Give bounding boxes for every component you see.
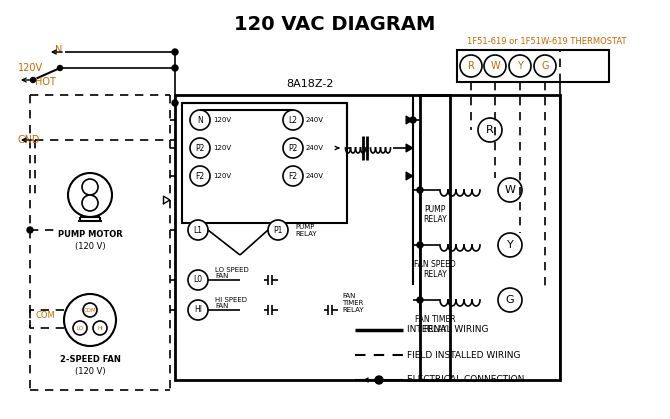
Text: INTERNAL WIRING: INTERNAL WIRING xyxy=(407,326,488,334)
Circle shape xyxy=(283,166,303,186)
Text: 240V: 240V xyxy=(306,117,324,123)
Text: Y: Y xyxy=(517,61,523,71)
Circle shape xyxy=(188,300,208,320)
Circle shape xyxy=(82,179,98,195)
Text: PUMP
RELAY: PUMP RELAY xyxy=(295,223,317,236)
Circle shape xyxy=(188,220,208,240)
Bar xyxy=(182,103,347,223)
Circle shape xyxy=(534,55,556,77)
Text: L1: L1 xyxy=(194,225,202,235)
Circle shape xyxy=(68,173,112,217)
Text: Y: Y xyxy=(507,240,513,250)
Circle shape xyxy=(172,65,178,71)
Circle shape xyxy=(478,118,502,142)
Text: N: N xyxy=(197,116,203,124)
Circle shape xyxy=(460,55,482,77)
Text: 120V: 120V xyxy=(213,173,231,179)
Circle shape xyxy=(73,321,87,335)
Text: F2: F2 xyxy=(289,171,297,181)
Text: COM: COM xyxy=(35,310,55,320)
Text: FIELD INSTALLED WIRING: FIELD INSTALLED WIRING xyxy=(407,351,521,360)
Text: R: R xyxy=(468,61,474,71)
Circle shape xyxy=(83,303,97,317)
Text: L2: L2 xyxy=(289,116,297,124)
Bar xyxy=(420,95,560,380)
Text: P1: P1 xyxy=(273,225,283,235)
Text: 120V: 120V xyxy=(213,145,231,151)
Text: LO: LO xyxy=(76,326,84,331)
Text: L0: L0 xyxy=(194,276,202,285)
Text: G: G xyxy=(541,61,549,71)
Text: ELECTRICAL CONNECTION: ELECTRICAL CONNECTION xyxy=(407,375,525,385)
Polygon shape xyxy=(406,144,413,152)
Text: GND: GND xyxy=(18,135,40,145)
Circle shape xyxy=(64,294,116,346)
Text: R: R xyxy=(486,125,494,135)
Polygon shape xyxy=(406,172,413,180)
Circle shape xyxy=(484,55,506,77)
Circle shape xyxy=(93,321,107,335)
Circle shape xyxy=(172,49,178,55)
Circle shape xyxy=(417,187,423,193)
Text: HI SPEED
FAN: HI SPEED FAN xyxy=(215,297,247,310)
Text: W: W xyxy=(505,185,515,195)
Text: 120V: 120V xyxy=(18,63,43,73)
Text: 120V: 120V xyxy=(213,117,231,123)
Circle shape xyxy=(417,242,423,248)
Text: 120 VAC DIAGRAM: 120 VAC DIAGRAM xyxy=(234,15,436,34)
Circle shape xyxy=(375,376,383,384)
Circle shape xyxy=(417,297,423,303)
Circle shape xyxy=(82,195,98,211)
Text: P2: P2 xyxy=(196,143,205,153)
Circle shape xyxy=(509,55,531,77)
Text: W: W xyxy=(490,61,500,71)
Text: PUMP
RELAY: PUMP RELAY xyxy=(423,205,447,225)
Circle shape xyxy=(190,166,210,186)
Circle shape xyxy=(58,65,62,70)
Text: F2: F2 xyxy=(196,171,204,181)
Text: HOT: HOT xyxy=(35,77,56,87)
Text: HI: HI xyxy=(97,326,103,331)
Circle shape xyxy=(190,138,210,158)
Circle shape xyxy=(268,220,288,240)
Circle shape xyxy=(498,178,522,202)
Text: 2-SPEED FAN: 2-SPEED FAN xyxy=(60,355,121,364)
Bar xyxy=(457,50,609,82)
Text: (120 V): (120 V) xyxy=(74,242,105,251)
Circle shape xyxy=(283,110,303,130)
Text: 240V: 240V xyxy=(306,145,324,151)
Text: G: G xyxy=(506,295,515,305)
Text: P2: P2 xyxy=(288,143,297,153)
Circle shape xyxy=(498,288,522,312)
Text: 8A18Z-2: 8A18Z-2 xyxy=(286,79,334,89)
Text: PUMP MOTOR: PUMP MOTOR xyxy=(58,230,123,239)
Circle shape xyxy=(172,100,178,106)
Circle shape xyxy=(283,138,303,158)
Text: FAN
TIMER
RELAY: FAN TIMER RELAY xyxy=(342,293,364,313)
Text: N: N xyxy=(55,45,62,55)
Text: HI: HI xyxy=(194,305,202,315)
Circle shape xyxy=(498,233,522,257)
Text: FAN TIMER
RELAY: FAN TIMER RELAY xyxy=(415,315,456,334)
Circle shape xyxy=(27,227,33,233)
Text: COM: COM xyxy=(84,308,96,313)
Text: (120 V): (120 V) xyxy=(74,367,105,376)
Bar xyxy=(175,95,450,380)
Circle shape xyxy=(31,78,36,83)
Text: FAN SPEED
RELAY: FAN SPEED RELAY xyxy=(414,260,456,279)
Circle shape xyxy=(410,117,416,123)
Text: 240V: 240V xyxy=(306,173,324,179)
Circle shape xyxy=(188,270,208,290)
Text: LO SPEED
FAN: LO SPEED FAN xyxy=(215,266,249,279)
Circle shape xyxy=(190,110,210,130)
Polygon shape xyxy=(406,116,413,124)
Text: 1F51-619 or 1F51W-619 THERMOSTAT: 1F51-619 or 1F51W-619 THERMOSTAT xyxy=(467,37,626,46)
